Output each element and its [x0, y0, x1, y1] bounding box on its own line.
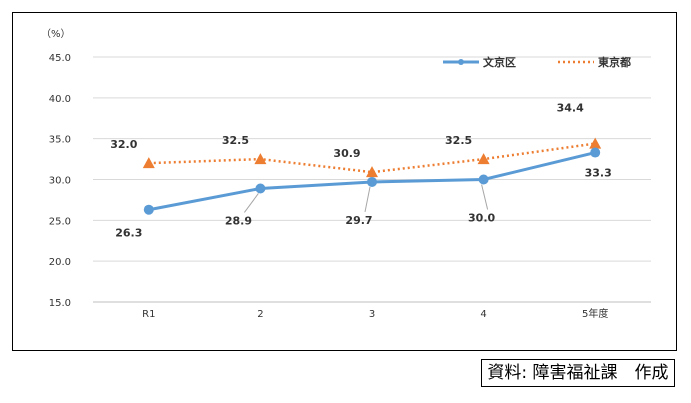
chart-frame: （%） 45.0 40.0 35.0 30.0 25.0 20.0 15.0 R1 2 3 4 5年度… [12, 12, 677, 351]
data-label-bunkyo: 28.9 [225, 214, 252, 227]
marker-tokyo [254, 153, 267, 165]
leader-line [243, 193, 259, 213]
data-label-tokyo: 32.0 [110, 138, 137, 151]
x-tick-label: 5年度 [582, 307, 608, 320]
x-tick-label: R1 [142, 309, 155, 320]
x-tick-label: 2 [257, 309, 263, 320]
y-tick-label: 15.0 [49, 298, 71, 309]
y-tick-label: 45.0 [49, 53, 71, 64]
data-label-tokyo: 32.5 [222, 134, 249, 147]
data-label-bunkyo: 26.3 [115, 227, 142, 240]
legend-marker-bunkyo [458, 59, 464, 65]
data-label-tokyo: 32.5 [445, 134, 472, 147]
marker-bunkyo [255, 183, 266, 194]
legend-label-bunkyo: 文京区 [483, 55, 516, 69]
data-label-tokyo: 34.4 [557, 102, 584, 115]
marker-bunkyo [478, 174, 489, 185]
marker-tokyo [589, 137, 602, 149]
marker-tokyo [366, 166, 378, 178]
y-tick-label: 20.0 [49, 257, 71, 268]
marker-bunkyo [590, 147, 601, 158]
data-label-bunkyo: 30.0 [468, 212, 495, 225]
legend-label-tokyo: 東京都 [598, 55, 631, 69]
y-tick-label: 30.0 [49, 176, 71, 187]
leader-line [364, 186, 371, 213]
y-tick-label: 35.0 [49, 135, 71, 146]
line-chart: （%） 45.0 40.0 35.0 30.0 25.0 20.0 15.0 R1 2 3 4 5年度… [41, 28, 651, 320]
x-tick-label: 3 [369, 309, 375, 320]
y-tick-label: 25.0 [49, 216, 71, 227]
marker-bunkyo [367, 176, 377, 187]
marker-bunkyo [143, 204, 154, 215]
data-label-tokyo: 30.9 [333, 147, 360, 160]
data-label-bunkyo: 29.7 [345, 214, 372, 227]
leader-line [481, 184, 489, 210]
y-axis-unit-label: （%） [41, 28, 71, 40]
data-label-bunkyo: 33.3 [585, 167, 612, 180]
y-tick-label: 40.0 [49, 94, 71, 105]
source-note: 資料: 障害福祉課 作成 [481, 359, 675, 387]
x-tick-label: 4 [480, 309, 486, 320]
marker-tokyo [142, 157, 155, 169]
marker-tokyo [477, 153, 490, 165]
